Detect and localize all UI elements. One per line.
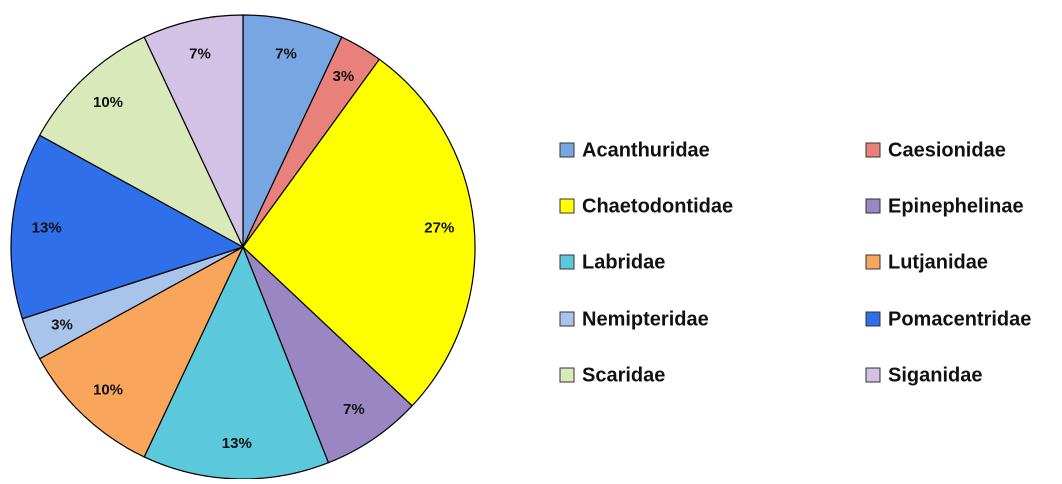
legend-label: Chaetodontidae xyxy=(582,195,733,217)
data-label: 10% xyxy=(93,94,123,111)
legend-swatch xyxy=(559,311,575,327)
pie-slice xyxy=(10,134,245,320)
pie-slice xyxy=(38,245,245,458)
legend-swatch xyxy=(559,367,575,383)
pie-slice xyxy=(38,36,245,249)
pie-slice xyxy=(242,246,413,464)
legend-swatch xyxy=(559,198,575,214)
legend-swatch xyxy=(865,311,881,327)
data-label: 27% xyxy=(424,219,454,236)
legend-label: Labridae xyxy=(582,251,665,273)
data-label: 13% xyxy=(222,435,252,452)
data-label: 7% xyxy=(343,401,365,418)
data-label: 13% xyxy=(32,219,62,236)
legend-label: Acanthuridae xyxy=(582,139,710,161)
legend-label: Caesionidae xyxy=(888,139,1006,161)
legend-swatch xyxy=(559,254,575,270)
data-label: 10% xyxy=(93,382,123,399)
data-label: 3% xyxy=(333,68,355,85)
legend-label: Lutjanidae xyxy=(888,251,988,273)
pie-slice xyxy=(143,14,244,248)
legend-label: Pomacentridae xyxy=(888,308,1031,330)
data-label: 7% xyxy=(189,46,211,63)
legend-label: Nemipteridae xyxy=(582,308,709,330)
pie-slice xyxy=(242,58,476,407)
legend-swatch xyxy=(559,142,575,158)
legend-label: Scaridae xyxy=(582,364,665,386)
legend-swatch xyxy=(865,198,881,214)
pie-slice xyxy=(242,14,343,248)
legend-label: Siganidae xyxy=(888,364,982,386)
legend-swatch xyxy=(865,142,881,158)
legend-swatch xyxy=(865,254,881,270)
data-label: 7% xyxy=(275,46,297,63)
legend-swatch xyxy=(865,367,881,383)
data-label: 3% xyxy=(51,316,73,333)
legend-label: Epinephelinae xyxy=(888,195,1024,217)
